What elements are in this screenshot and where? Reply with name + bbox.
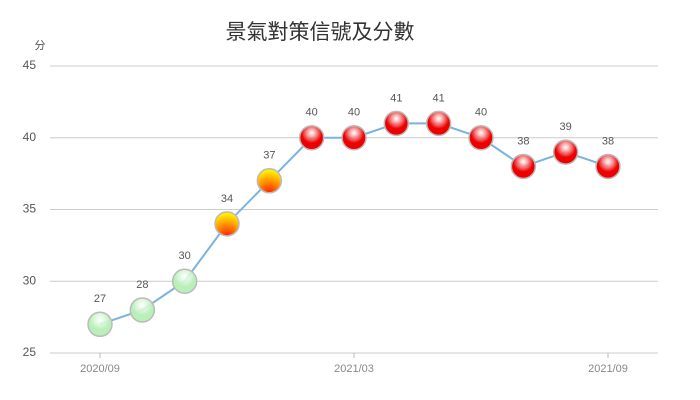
- value-label: 40: [348, 107, 360, 119]
- y-tick-label: 40: [23, 130, 37, 144]
- data-point: [468, 125, 494, 151]
- x-tick-label: 2020/09: [80, 363, 120, 375]
- data-point: [341, 125, 367, 151]
- data-point: [298, 125, 325, 151]
- data-point: [256, 168, 283, 194]
- x-tick-label: 2021/03: [334, 363, 374, 375]
- value-label: 34: [221, 193, 233, 205]
- data-point: [129, 297, 156, 323]
- value-label: 30: [179, 250, 191, 262]
- data-point: [87, 311, 113, 338]
- value-label: 27: [94, 293, 106, 305]
- y-tick-label: 45: [23, 58, 37, 72]
- data-point: [214, 211, 240, 237]
- y-tick-label: 35: [23, 202, 37, 216]
- value-label: 38: [517, 135, 529, 147]
- chart-title: 景氣對策信號及分數: [226, 20, 415, 44]
- data-point: [595, 153, 621, 180]
- x-tick-label: 2021/09: [588, 363, 628, 375]
- value-label: 41: [390, 92, 402, 104]
- value-label: 38: [602, 135, 614, 147]
- value-label: 28: [136, 279, 148, 291]
- value-label: 40: [306, 107, 318, 119]
- data-point: [510, 153, 537, 180]
- value-label: 40: [475, 107, 487, 119]
- y-axis-label: 分: [35, 39, 46, 52]
- value-label: 41: [433, 92, 445, 104]
- y-tick-label: 25: [23, 345, 37, 359]
- data-point: [383, 110, 410, 137]
- y-tick-label: 30: [23, 273, 37, 287]
- data-point: [425, 110, 452, 137]
- series-line: [99, 122, 609, 326]
- data-point: [171, 268, 198, 294]
- data-point: [552, 139, 579, 165]
- value-label: 39: [560, 121, 572, 133]
- value-label: 37: [263, 150, 275, 162]
